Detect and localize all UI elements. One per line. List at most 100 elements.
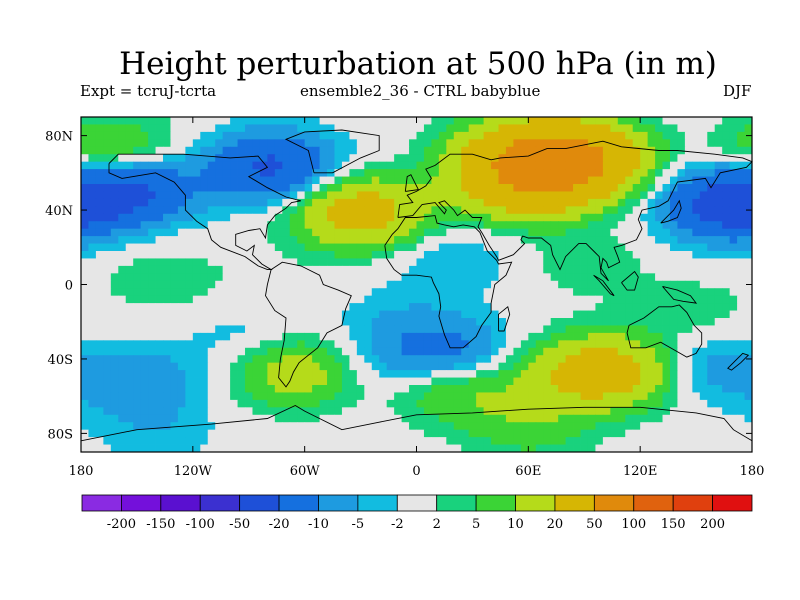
field-cell bbox=[692, 325, 701, 334]
field-cell bbox=[379, 251, 388, 259]
field-cell bbox=[446, 325, 455, 334]
field-cell bbox=[364, 288, 373, 297]
field-cell bbox=[267, 228, 276, 237]
field-cell bbox=[468, 154, 477, 163]
field-cell bbox=[103, 385, 112, 393]
field-cell bbox=[602, 184, 611, 192]
field-cell bbox=[677, 221, 686, 230]
field-cell bbox=[625, 385, 634, 393]
field-cell bbox=[230, 243, 238, 252]
field-cell bbox=[88, 265, 97, 274]
field-cell bbox=[155, 198, 164, 207]
field-cell bbox=[259, 228, 268, 237]
field-cell bbox=[185, 236, 194, 244]
field-cell bbox=[655, 340, 663, 349]
field-cell bbox=[714, 332, 723, 341]
field-cell bbox=[379, 221, 388, 230]
field-cell bbox=[714, 117, 723, 125]
field-cell bbox=[163, 176, 171, 185]
field-cell bbox=[140, 139, 149, 148]
field-cell bbox=[498, 295, 507, 304]
field-cell bbox=[379, 407, 388, 416]
field-cell bbox=[461, 273, 470, 282]
field-cell bbox=[565, 385, 574, 393]
field-cell bbox=[304, 332, 313, 341]
field-cell bbox=[364, 340, 373, 349]
field-cell bbox=[491, 370, 499, 378]
field-cell bbox=[714, 184, 723, 192]
field-cell bbox=[95, 385, 104, 393]
field-cell bbox=[297, 176, 306, 185]
field-cell bbox=[528, 228, 537, 237]
field-cell bbox=[334, 191, 343, 200]
field-cell bbox=[528, 191, 537, 200]
field-cell bbox=[237, 258, 246, 267]
field-cell bbox=[274, 303, 283, 311]
field-cell bbox=[580, 295, 589, 304]
y-tick-label: 80S bbox=[48, 427, 73, 442]
field-cell bbox=[200, 124, 209, 133]
field-cell bbox=[334, 325, 343, 334]
field-cell bbox=[103, 340, 112, 349]
field-cell bbox=[319, 347, 328, 356]
field-cell bbox=[386, 318, 395, 326]
field-cell bbox=[185, 414, 194, 423]
field-cell bbox=[714, 355, 723, 364]
field-cell bbox=[423, 154, 432, 163]
field-cell bbox=[252, 161, 261, 170]
field-cell bbox=[170, 131, 179, 140]
field-cell bbox=[215, 347, 224, 356]
field-cell bbox=[88, 117, 97, 125]
field-cell bbox=[319, 295, 328, 304]
field-cell bbox=[431, 243, 440, 252]
field-cell bbox=[632, 251, 641, 259]
field-cell bbox=[163, 146, 171, 155]
field-cell bbox=[438, 280, 447, 289]
field-cell bbox=[282, 161, 291, 170]
field-cell bbox=[595, 258, 604, 267]
field-cell bbox=[394, 370, 402, 378]
field-cell bbox=[625, 370, 634, 378]
field-cell bbox=[699, 288, 708, 297]
field-cell bbox=[237, 117, 246, 125]
field-cell bbox=[491, 347, 499, 356]
field-cell bbox=[520, 310, 529, 319]
field-cell bbox=[528, 340, 537, 349]
field-cell bbox=[312, 444, 320, 453]
field-cell bbox=[349, 377, 358, 386]
field-cell bbox=[230, 422, 238, 431]
field-cell bbox=[379, 414, 388, 423]
field-cell bbox=[468, 117, 477, 125]
field-cell bbox=[714, 228, 723, 237]
field-cell bbox=[170, 318, 179, 326]
field-cell bbox=[379, 392, 388, 401]
field-cell bbox=[259, 340, 268, 349]
field-cell bbox=[133, 191, 142, 200]
field-cell bbox=[185, 407, 194, 416]
field-cell bbox=[543, 213, 552, 222]
field-cell bbox=[185, 310, 194, 319]
field-cell bbox=[625, 273, 634, 282]
field-cell bbox=[580, 184, 589, 192]
field-cell bbox=[431, 377, 440, 386]
field-cell bbox=[602, 265, 611, 274]
field-cell bbox=[371, 340, 380, 349]
field-cell bbox=[610, 265, 619, 274]
field-cell bbox=[446, 407, 455, 416]
field-cell bbox=[647, 273, 656, 282]
field-cell bbox=[640, 176, 649, 185]
field-cell bbox=[215, 139, 224, 148]
field-cell bbox=[558, 191, 567, 200]
field-cell bbox=[513, 392, 522, 401]
field-cell bbox=[423, 161, 432, 170]
field-cell bbox=[744, 198, 753, 207]
field-cell bbox=[476, 251, 484, 259]
field-cell bbox=[498, 273, 507, 282]
field-cell bbox=[192, 117, 201, 125]
field-cell bbox=[520, 347, 529, 356]
field-cell bbox=[602, 169, 611, 177]
field-cell bbox=[662, 288, 671, 297]
field-cell bbox=[729, 362, 738, 371]
field-cell bbox=[259, 377, 268, 386]
field-cell bbox=[468, 243, 477, 252]
